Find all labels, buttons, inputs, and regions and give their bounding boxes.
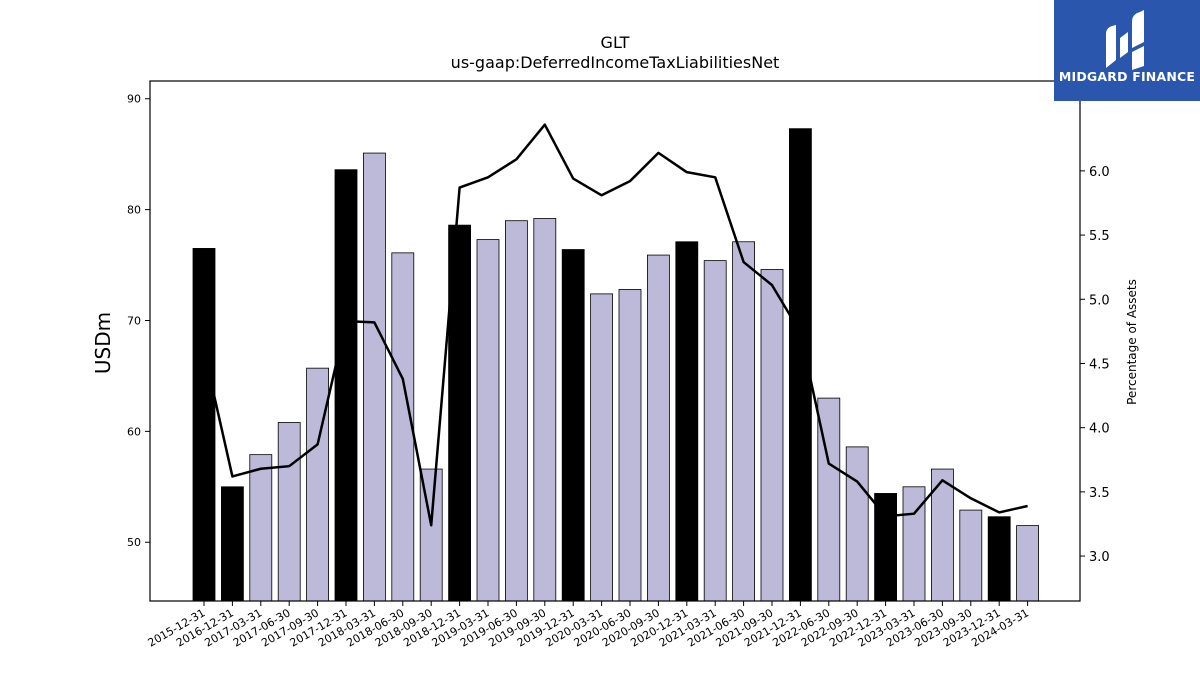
percentage-line (202, 123, 1028, 527)
y2-tick-label-3.5: 3.5 (1089, 486, 1110, 501)
y2-tick-label-6.0: 6.0 (1089, 165, 1110, 180)
y-tick-label-60: 60 (127, 425, 141, 438)
y2-tick-label-3.0: 3.0 (1089, 550, 1110, 565)
bar-2015-12-31 (192, 248, 216, 602)
bar-2019-06-30 (504, 220, 528, 602)
chart-subtitle: us-gaap:DeferredIncomeTaxLiabilitiesNet (451, 53, 780, 72)
chart-title: GLT (601, 33, 630, 52)
y2-tick-label-4.5: 4.5 (1089, 357, 1110, 372)
bar-2017-09-30 (306, 367, 330, 602)
bar-2021-03-31 (703, 260, 727, 602)
y2-tick-label-5.0: 5.0 (1089, 293, 1110, 308)
y-tick-label-70: 70 (127, 314, 141, 327)
bar-2018-06-30 (391, 252, 415, 602)
line-group (202, 123, 1028, 527)
logo-text: MIDGARD FINANCE (1058, 69, 1196, 84)
bar-2019-12-31 (561, 249, 585, 602)
brand-logo: MIDGARD FINANCE (1054, 0, 1200, 101)
bar-2017-03-31 (249, 454, 273, 602)
bars-group (192, 128, 1039, 602)
bar-2020-03-31 (590, 293, 613, 602)
bar-2019-09-30 (533, 218, 557, 602)
y-tick-label-90: 90 (127, 93, 141, 106)
y-tick-label-50: 50 (127, 536, 141, 549)
y-axis-label: USDm (91, 312, 115, 374)
bar-2020-06-30 (618, 289, 642, 602)
bar-2020-09-30 (647, 254, 670, 602)
midgard-logo-icon (1106, 10, 1144, 70)
bar-2019-03-31 (476, 239, 500, 602)
bar-2024-03-31 (1016, 525, 1039, 602)
bar-2016-12-31 (220, 486, 244, 602)
y2-tick-label-4.0: 4.0 (1089, 422, 1110, 437)
y-tick-label-80: 80 (127, 204, 141, 217)
bar-2021-09-30 (760, 269, 784, 602)
y2-axis-label: Percentage of Assets (1125, 279, 1139, 405)
plot-frame (149, 80, 1081, 602)
bar-2022-09-30 (845, 446, 869, 602)
y2-tick-label-5.5: 5.5 (1089, 229, 1110, 244)
bar-2018-03-31 (362, 152, 386, 602)
bar-2020-12-31 (675, 241, 699, 602)
bar-2017-12-31 (334, 169, 358, 602)
bar-2021-06-30 (732, 241, 755, 602)
bar-2023-12-31 (987, 516, 1011, 602)
bar-2017-06-30 (277, 422, 301, 602)
bar-2023-09-30 (959, 509, 983, 602)
bar-2022-12-31 (874, 493, 897, 602)
